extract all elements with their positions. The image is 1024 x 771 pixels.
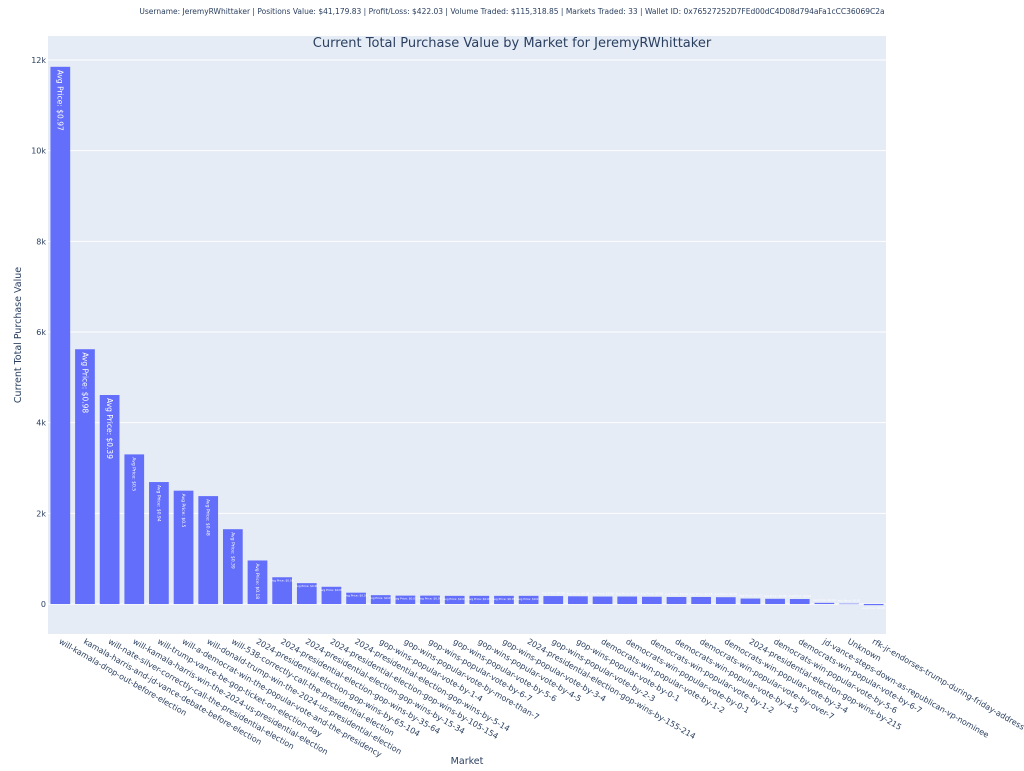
y-tick-label: 6k xyxy=(36,328,46,337)
bar-value-label: Avg Price: $0.94 xyxy=(155,485,161,522)
bar[interactable] xyxy=(395,595,416,604)
bar-value-label: Avg Price: $0.04 xyxy=(443,597,466,601)
bar[interactable] xyxy=(691,596,712,604)
bar[interactable] xyxy=(75,349,95,604)
y-tick-label: 0 xyxy=(41,600,46,609)
bar[interactable] xyxy=(173,490,194,604)
bar[interactable] xyxy=(99,395,120,604)
bar[interactable] xyxy=(124,454,145,604)
bar-value-label: Avg Price: $0.03 xyxy=(345,594,368,598)
x-axis-title: Market xyxy=(451,756,484,767)
bar[interactable] xyxy=(321,586,342,604)
bar-value-label: Avg Price: $0.06 xyxy=(714,592,737,596)
bar[interactable] xyxy=(222,529,243,604)
bar-value-label: Avg Price: $0.05 xyxy=(468,597,491,601)
bar-value-label: Avg Price: $0.06 xyxy=(295,584,318,588)
bar-value-label: Avg Price: $0.5 xyxy=(180,494,186,528)
bar-value-label: Avg Price: $0.05 xyxy=(690,592,713,596)
bar[interactable] xyxy=(568,596,588,604)
y-tick-label: 8k xyxy=(36,237,46,246)
bar-value-label: Avg Price: $0.03 xyxy=(394,597,417,601)
bar-value-label: Avg Price: $0.05 xyxy=(320,588,343,592)
bar[interactable] xyxy=(469,595,490,604)
y-tick-label: 4k xyxy=(36,419,46,428)
bar-value-label: Avg Price: $0.06 xyxy=(567,591,590,595)
bar[interactable] xyxy=(518,595,539,604)
bar[interactable] xyxy=(198,496,219,604)
y-tick-label: 12k xyxy=(31,56,46,65)
bar-value-label: Avg Price: $0.48 xyxy=(205,499,211,536)
bar[interactable] xyxy=(592,596,613,604)
bar-value-label: Avg Price: $0.06 xyxy=(616,592,639,596)
bar[interactable] xyxy=(765,598,785,604)
bar[interactable] xyxy=(50,66,71,605)
bar[interactable] xyxy=(543,596,564,604)
bars: Avg Price: $0.97 Avg Price: $0.98 Avg Pric… xyxy=(50,66,885,610)
bar[interactable] xyxy=(863,604,884,606)
bar[interactable] xyxy=(715,597,736,604)
x-axis-ticks: will-kamala-drop-out-before-electionkama… xyxy=(57,636,1024,759)
bar-value-label: Avg Price: $0.03 xyxy=(739,594,762,598)
bar-value-label: Avg Price: $0.06 xyxy=(542,591,565,595)
bar-value-label: Avg Price: $0.97 xyxy=(56,70,65,131)
bar-value-label: Avg Price: $0.06 xyxy=(862,606,885,610)
y-axis-ticks: 0 2k 4k 6k 8k 10k 12k xyxy=(31,56,46,609)
bar[interactable] xyxy=(641,596,662,604)
bar[interactable] xyxy=(247,560,268,604)
bar[interactable] xyxy=(814,602,835,604)
bar-value-label: Avg Price: $0.18 xyxy=(254,563,260,599)
bar[interactable] xyxy=(617,596,638,604)
bar[interactable] xyxy=(839,603,859,605)
bar[interactable] xyxy=(420,595,440,604)
bar[interactable] xyxy=(494,595,514,604)
bar-value-label: Avg Price: $0.04 xyxy=(419,597,442,601)
bar-value-label: Avg Price: $0.39 xyxy=(229,532,235,569)
bar[interactable] xyxy=(444,595,465,604)
bar[interactable] xyxy=(149,482,169,604)
bar-value-label: Avg Price: $0.03 xyxy=(369,596,392,600)
bar-value-label: Avg Price: $0.05 xyxy=(493,597,516,601)
y-axis-title: Current Total Purchase Value xyxy=(13,267,24,403)
bar[interactable] xyxy=(666,596,687,604)
bar-value-label: Avg Price: $0.98 xyxy=(80,352,89,413)
wallet-summary-header: Username: JeremyRWhittaker | Positions V… xyxy=(139,7,885,16)
y-tick-label: 10k xyxy=(31,147,46,156)
bar-value-label: Avg Price: $0.06 xyxy=(591,592,614,596)
bar-value-label: Avg Price: $0.04 xyxy=(517,597,540,601)
bar[interactable] xyxy=(296,583,317,604)
bar-value-label: Avg Price: $0.06 xyxy=(640,592,663,596)
bar-value-label: Avg Price: $0.02 xyxy=(813,598,836,602)
bar-value-label: Avg Price: $0.06 xyxy=(665,592,688,596)
bar-value-label: Avg Price: $0.06 xyxy=(764,594,787,598)
bar[interactable] xyxy=(370,595,391,604)
bar[interactable] xyxy=(740,598,761,604)
bar-value-label: Avg Price: $0.39 xyxy=(105,398,114,459)
bar[interactable] xyxy=(346,592,366,604)
bar-value-label: Avg Price: $0.04 xyxy=(788,594,811,598)
bar[interactable] xyxy=(272,577,293,604)
bar-value-label: Avg Price: $0.5 xyxy=(131,457,137,491)
bar[interactable] xyxy=(789,599,810,604)
chart-title: Current Total Purchase Value by Market f… xyxy=(313,36,712,51)
bar-value-label: Avg Price: $0.05 xyxy=(838,599,861,603)
bar-value-label: Avg Price: $0.08 xyxy=(271,578,294,582)
y-tick-label: 2k xyxy=(36,509,46,518)
